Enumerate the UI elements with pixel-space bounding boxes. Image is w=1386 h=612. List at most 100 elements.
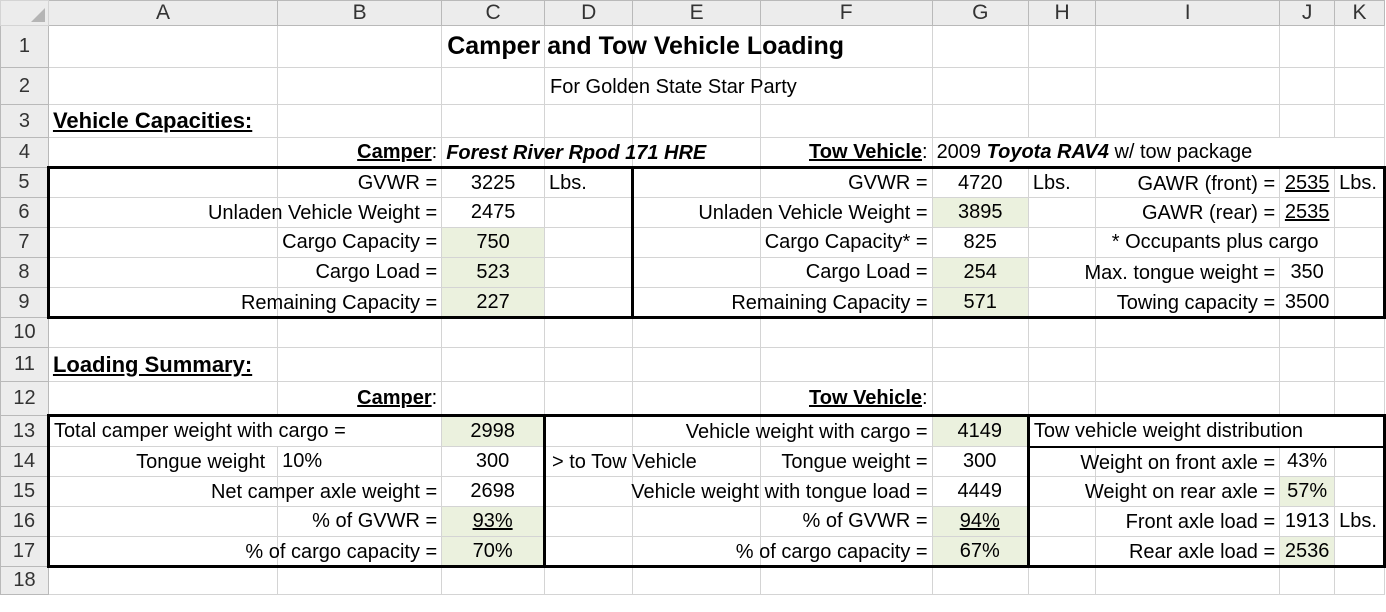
cell[interactable]: [759, 347, 933, 382]
cell[interactable]: [931, 317, 1029, 348]
column-header[interactable]: E: [632, 0, 761, 26]
tow-with-tongue-label-cell[interactable]: Vehicle weight with tongue load =: [631, 476, 933, 507]
column-header[interactable]: F: [759, 0, 933, 26]
cell[interactable]: [543, 506, 634, 537]
cell[interactable]: [1334, 536, 1386, 568]
cell[interactable]: [47, 25, 279, 68]
cell[interactable]: [632, 287, 761, 319]
cell[interactable]: [46, 166, 279, 198]
row-header[interactable]: 15: [0, 476, 49, 507]
section-heading-cell[interactable]: Loading Summary:: [47, 347, 279, 382]
cell[interactable]: [1334, 317, 1385, 348]
tow-gvwr-value[interactable]: 4720: [931, 166, 1029, 198]
cell[interactable]: [543, 566, 634, 595]
cell[interactable]: [1279, 317, 1336, 348]
rear-pct-value[interactable]: 57%: [1279, 476, 1336, 507]
row-header[interactable]: 7: [0, 227, 49, 258]
front-pct-label-cell[interactable]: Weight on front axle =: [1080, 446, 1281, 477]
camper-total-value[interactable]: 2998: [441, 414, 546, 447]
section-heading-cell[interactable]: Vehicle Capacities:: [47, 104, 279, 138]
camper-name-cell[interactable]: Forest River Rpod 171 HRE: [441, 137, 706, 168]
cell[interactable]: [277, 566, 443, 595]
row-header[interactable]: 4: [0, 137, 49, 168]
cell[interactable]: [543, 317, 634, 348]
tow-with-cargo-label-cell[interactable]: Vehicle weight with cargo =: [686, 414, 933, 447]
camper-unladen-label-cell[interactable]: Unladen Vehicle Weight =: [208, 197, 443, 228]
tongue-max-value[interactable]: 350: [1279, 257, 1336, 288]
camper-tongue-value[interactable]: 300: [441, 446, 546, 477]
gawr-front-label-cell[interactable]: GAWR (front) =: [1095, 166, 1281, 198]
rear-load-label-cell[interactable]: Rear axle load =: [1095, 536, 1281, 568]
select-all-corner[interactable]: [0, 0, 49, 26]
column-header[interactable]: H: [1027, 0, 1097, 26]
cell[interactable]: [46, 197, 279, 228]
row-header[interactable]: 3: [0, 104, 49, 138]
cell[interactable]: [1095, 317, 1281, 348]
cell[interactable]: [441, 104, 545, 138]
cell[interactable]: [46, 476, 279, 507]
cell[interactable]: [1279, 25, 1336, 68]
cell[interactable]: [1095, 566, 1281, 595]
cell[interactable]: [632, 197, 761, 228]
row-header[interactable]: 8: [0, 257, 49, 288]
cell[interactable]: [441, 67, 545, 105]
front-load-value[interactable]: 1913: [1279, 506, 1336, 537]
cell[interactable]: [1027, 476, 1097, 507]
cell[interactable]: [759, 104, 933, 138]
cell[interactable]: [931, 566, 1029, 595]
title-cell[interactable]: Camper and Tow Vehicle Loading: [441, 25, 844, 68]
cell[interactable]: [277, 317, 443, 348]
row-header[interactable]: 6: [0, 197, 49, 228]
cell[interactable]: [632, 137, 761, 168]
cell[interactable]: [1027, 381, 1097, 416]
cell[interactable]: [46, 227, 279, 258]
cell[interactable]: [759, 317, 933, 348]
gawr-rear-label-cell[interactable]: GAWR (rear) =: [1095, 197, 1281, 228]
row-header[interactable]: 5: [0, 167, 49, 198]
cell[interactable]: [543, 476, 634, 507]
tow-label-cell[interactable]: Tow Vehicle:: [759, 137, 933, 168]
camper-tongue-label-cell[interactable]: Tongue weight: [46, 446, 279, 477]
camper-tongue-pct[interactable]: 10%: [277, 446, 443, 477]
row-header[interactable]: 1: [0, 25, 49, 68]
column-header[interactable]: K: [1334, 0, 1385, 26]
cell[interactable]: [1095, 104, 1281, 138]
tow-unladen-label-cell[interactable]: Unladen Vehicle Weight =: [698, 197, 933, 228]
camper-unladen-value[interactable]: 2475: [441, 197, 545, 228]
tow-with-cargo-value[interactable]: 4149: [931, 414, 1030, 447]
cell[interactable]: [1027, 104, 1097, 138]
cell[interactable]: [1334, 197, 1386, 228]
cell[interactable]: [277, 347, 443, 382]
cell[interactable]: [1279, 347, 1336, 382]
cell[interactable]: [543, 287, 635, 319]
cell[interactable]: [46, 506, 279, 537]
cell[interactable]: [632, 446, 761, 477]
column-header[interactable]: G: [931, 0, 1029, 26]
camper-remaining-value[interactable]: 227: [441, 287, 545, 319]
cell[interactable]: [1027, 536, 1097, 568]
tow-pct-cargo-label-cell[interactable]: % of cargo capacity =: [736, 536, 933, 568]
summary-camper-label-cell[interactable]: Camper:: [277, 381, 443, 416]
camper-pct-cargo-label-cell[interactable]: % of cargo capacity =: [245, 536, 443, 568]
cell[interactable]: [632, 414, 761, 447]
towing-cap-label-cell[interactable]: Towing capacity =: [1095, 287, 1281, 319]
cell[interactable]: [277, 104, 443, 138]
camper-pct-gvwr-value[interactable]: 93%: [441, 506, 546, 537]
cell[interactable]: [543, 347, 634, 382]
to-tow-cell[interactable]: > to Tow Vehicle: [543, 446, 697, 477]
cell[interactable]: [632, 536, 761, 568]
cell[interactable]: [1027, 227, 1097, 258]
row-header[interactable]: 18: [0, 566, 49, 595]
rear-load-value[interactable]: 2536: [1279, 536, 1336, 568]
column-header[interactable]: B: [277, 0, 443, 26]
row-header[interactable]: 11: [0, 347, 49, 382]
cell[interactable]: [1027, 347, 1097, 382]
rear-pct-label-cell[interactable]: Weight on rear axle =: [1085, 476, 1281, 507]
column-header[interactable]: A: [47, 0, 279, 26]
cell[interactable]: [1279, 566, 1336, 595]
column-header[interactable]: I: [1095, 0, 1281, 26]
row-header[interactable]: 16: [0, 506, 49, 537]
cell[interactable]: [759, 25, 933, 68]
cell[interactable]: [543, 104, 634, 138]
cell[interactable]: [1027, 25, 1097, 68]
